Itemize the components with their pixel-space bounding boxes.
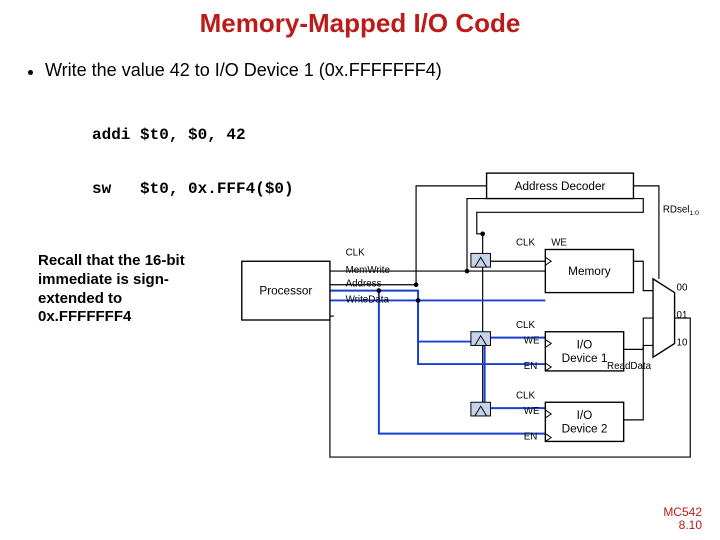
slide-footer: MC542 8.10 <box>663 506 702 532</box>
svg-text:Address Decoder: Address Decoder <box>515 180 606 193</box>
svg-text:10: 10 <box>677 337 688 348</box>
svg-text:RDsel1:0: RDsel1:0 <box>663 204 699 217</box>
svg-text:01: 01 <box>677 310 688 321</box>
svg-text:Processor: Processor <box>259 285 312 298</box>
svg-text:EN: EN <box>524 431 538 442</box>
footer-page: 8.10 <box>663 519 702 532</box>
svg-text:00: 00 <box>677 283 688 294</box>
mmio-diagram: ProcessorAddress DecoderMemoryI/ODevice … <box>232 160 702 480</box>
svg-text:WE: WE <box>524 406 540 417</box>
code-line-1: addi $t0, $0, 42 <box>92 126 294 144</box>
svg-text:I/O: I/O <box>577 338 593 351</box>
svg-text:WriteData: WriteData <box>346 294 390 305</box>
svg-text:CLK: CLK <box>516 320 536 331</box>
svg-text:CLK: CLK <box>516 238 536 249</box>
page-title: Memory-Mapped I/O Code <box>0 8 720 39</box>
svg-text:WE: WE <box>551 238 567 249</box>
bullet-text: Write the value 42 to I/O Device 1 (0x.F… <box>45 60 442 81</box>
svg-text:MemWrite: MemWrite <box>346 265 390 276</box>
svg-text:Address: Address <box>346 279 382 290</box>
svg-text:WE: WE <box>524 336 540 347</box>
svg-text:CLK: CLK <box>516 390 536 401</box>
bullet-dot-icon <box>28 70 33 75</box>
svg-text:I/O: I/O <box>577 409 593 422</box>
bullet-item: Write the value 42 to I/O Device 1 (0x.F… <box>28 60 442 81</box>
sign-extend-note: Recall that the 16-bit immediate is sign… <box>38 252 198 327</box>
svg-text:EN: EN <box>524 361 538 372</box>
svg-text:Device 2: Device 2 <box>562 423 608 436</box>
svg-text:Device 1: Device 1 <box>562 352 608 365</box>
svg-text:ReadData: ReadData <box>607 361 652 372</box>
svg-text:Memory: Memory <box>568 265 611 278</box>
svg-text:CLK: CLK <box>346 247 366 258</box>
footer-course: MC542 <box>663 506 702 519</box>
